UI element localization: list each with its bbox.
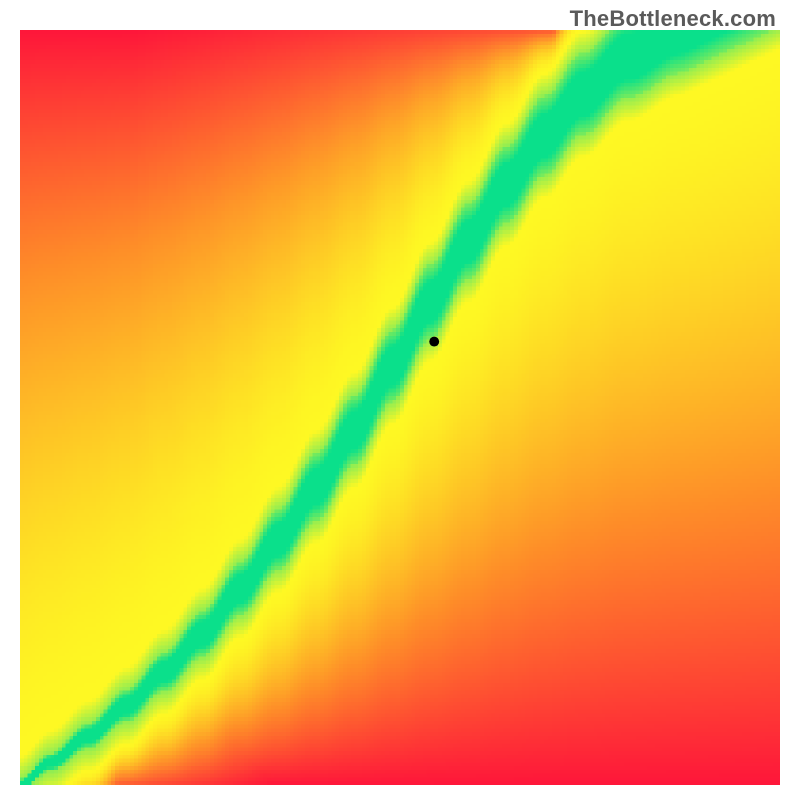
bottleneck-heatmap <box>20 30 780 785</box>
watermark-text: TheBottleneck.com <box>570 6 776 32</box>
heatmap-canvas <box>20 30 780 785</box>
